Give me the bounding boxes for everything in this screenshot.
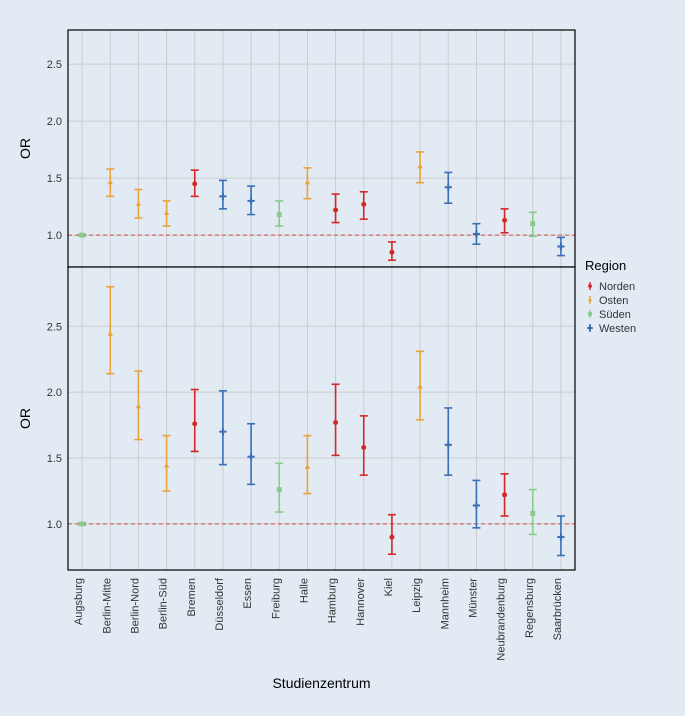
- svg-text:Münster: Münster: [467, 578, 479, 618]
- svg-text:OR: OR: [17, 408, 33, 429]
- svg-text:Berlin-Süd: Berlin-Süd: [158, 578, 170, 629]
- svg-text:Essen: Essen: [242, 578, 254, 609]
- svg-text:2.5: 2.5: [47, 321, 62, 333]
- svg-text:Norden: Norden: [599, 281, 635, 293]
- svg-text:Freiburg: Freiburg: [270, 578, 282, 619]
- svg-text:2.0: 2.0: [47, 116, 62, 128]
- svg-text:Neubrandenburg: Neubrandenburg: [496, 578, 508, 661]
- svg-text:Regensburg: Regensburg: [524, 578, 536, 638]
- svg-text:Hamburg: Hamburg: [327, 578, 339, 623]
- svg-text:Süden: Süden: [599, 309, 631, 321]
- svg-text:Leipzig: Leipzig: [411, 578, 423, 613]
- svg-text:1.5: 1.5: [47, 453, 62, 465]
- svg-text:Studienzentrum: Studienzentrum: [272, 675, 370, 691]
- svg-text:Bremen: Bremen: [186, 578, 198, 617]
- svg-text:1.5: 1.5: [47, 173, 62, 185]
- svg-text:Halle: Halle: [298, 578, 310, 603]
- svg-text:Osten: Osten: [599, 295, 628, 307]
- svg-text:Mannheim: Mannheim: [439, 578, 451, 629]
- svg-text:1.0: 1.0: [47, 519, 62, 531]
- svg-text:Region: Region: [585, 258, 626, 273]
- svg-text:2.0: 2.0: [47, 387, 62, 399]
- or-forest-plot: 1.0 1.5 2.0 2.5 OR 1.0 1.5 2.0 2.5 OR Augsburg Berl…: [10, 10, 675, 706]
- svg-text:1.0: 1.0: [47, 230, 62, 242]
- svg-text:OR: OR: [17, 138, 33, 159]
- svg-text:Berlin-Mitte: Berlin-Mitte: [101, 578, 113, 634]
- svg-text:Kiel: Kiel: [383, 578, 395, 596]
- svg-text:Augsburg: Augsburg: [73, 578, 85, 625]
- svg-text:2.5: 2.5: [47, 59, 62, 71]
- svg-text:Berlin-Nord: Berlin-Nord: [129, 578, 141, 634]
- svg-text:Saarbrücken: Saarbrücken: [552, 578, 564, 640]
- svg-text:Düsseldorf: Düsseldorf: [214, 577, 226, 631]
- svg-text:Hannover: Hannover: [355, 578, 367, 626]
- svg-text:Westen: Westen: [599, 323, 636, 335]
